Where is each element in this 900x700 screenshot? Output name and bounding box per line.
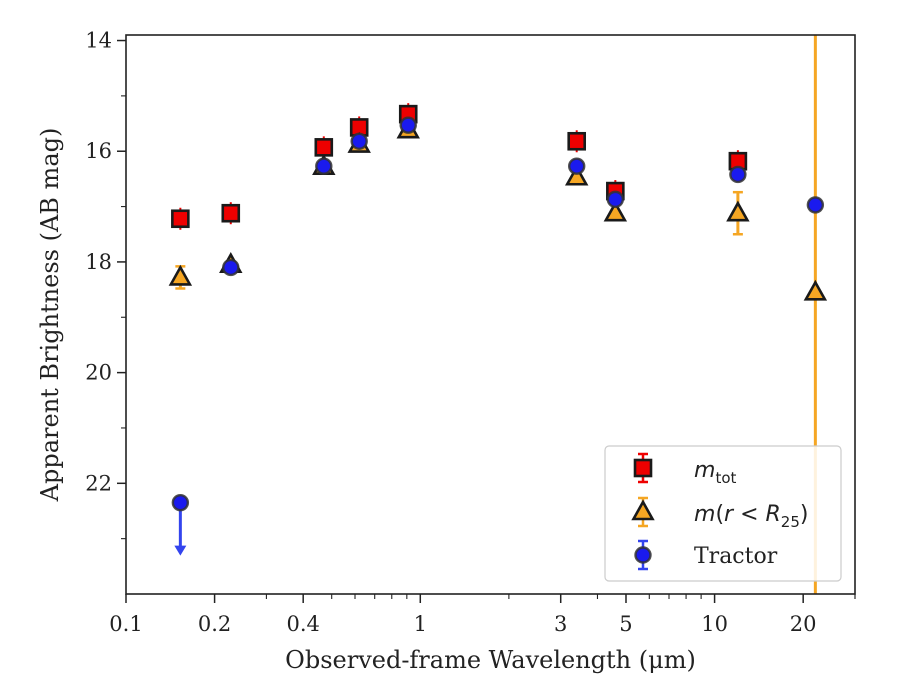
data-point	[399, 116, 417, 134]
x-tick-label: 1	[414, 612, 427, 636]
legend-marker	[634, 546, 652, 564]
y-axis-label: Apparent Brightness (AB mag)	[36, 128, 64, 503]
data-point	[568, 157, 586, 175]
legend-label-m-r25: m(r < R25)	[694, 502, 808, 531]
legend-marker	[633, 458, 653, 478]
x-tick-label: 0.4	[286, 612, 319, 636]
legend-marker	[631, 499, 655, 521]
x-tick-label: 0.2	[198, 612, 231, 636]
data-point	[222, 258, 240, 277]
x-axis-label: Observed-frame Wavelength (μm)	[285, 646, 696, 674]
legend-label-tractor: Tractor	[694, 544, 778, 569]
data-point	[171, 209, 190, 229]
data-point	[171, 493, 190, 512]
data-point	[350, 132, 368, 150]
data-markers	[168, 103, 828, 512]
data-point	[567, 131, 587, 151]
data-point	[726, 200, 750, 222]
x-tick-label: 5	[619, 612, 632, 636]
legend-box	[604, 445, 842, 582]
x-tick-label: 20	[790, 612, 817, 636]
data-point	[315, 157, 333, 175]
y-tick-label: 14	[85, 29, 112, 53]
data-point	[168, 264, 193, 286]
y-tick-label: 20	[85, 361, 112, 385]
data-point	[603, 200, 628, 222]
legend-label-mtot: mtot	[694, 458, 736, 487]
x-tick-label: 0.1	[109, 612, 142, 636]
legend: mtot m(r < R25) Tractor	[604, 445, 842, 582]
x-tick-label: 3	[554, 612, 567, 636]
data-point	[314, 138, 334, 157]
axis-ticks: 0.1 0.2 0.4 1 3 5 10 20 14 16 18 20 22	[85, 29, 856, 636]
y-tick-label: 18	[85, 250, 112, 274]
data-point	[729, 165, 747, 184]
data-point	[564, 164, 589, 186]
x-tick-label: 10	[701, 612, 728, 636]
data-point	[606, 190, 625, 209]
y-tick-label: 22	[85, 471, 112, 495]
data-point	[806, 196, 825, 214]
upper-limit-arrow	[174, 545, 187, 556]
data-point	[803, 279, 828, 301]
y-tick-label: 16	[85, 139, 112, 163]
plot-frame	[125, 34, 856, 595]
data-point	[221, 203, 241, 223]
